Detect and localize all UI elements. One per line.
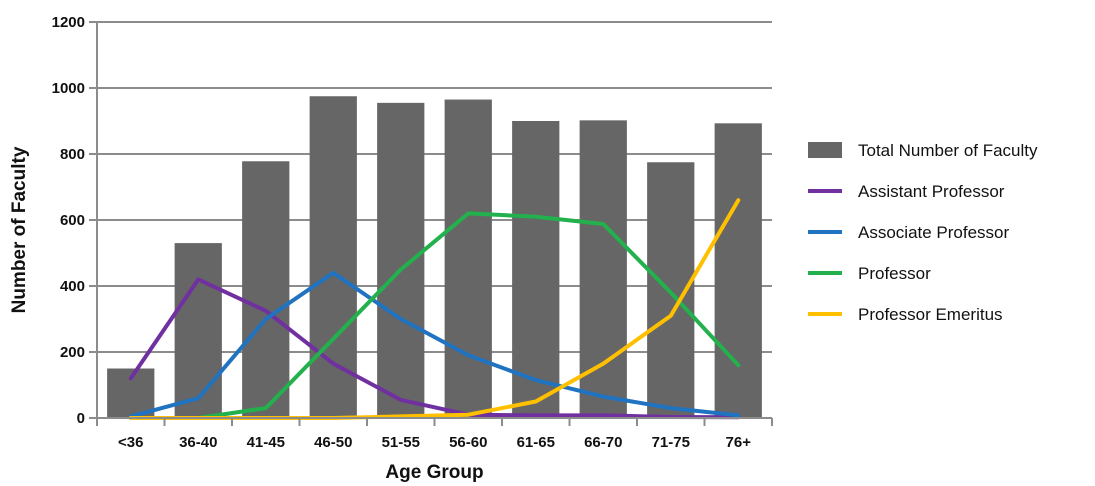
x-tick-label: 56-60 (449, 434, 487, 451)
bar (579, 120, 627, 418)
bar (444, 99, 492, 419)
y-tick-label: 800 (60, 146, 85, 163)
legend: Total Number of Faculty Assistant Profess… (808, 141, 1038, 324)
bar (242, 161, 290, 418)
y-tick-label: 200 (60, 344, 85, 361)
x-tick-label: 71-75 (652, 434, 690, 451)
y-tick-label: 400 (60, 278, 85, 295)
y-tick-label: 600 (60, 212, 85, 229)
y-axis-title: Number of Faculty (9, 146, 30, 313)
series-line (128, 270, 741, 419)
bar (714, 123, 762, 418)
x-tick-label: 66-70 (584, 434, 622, 451)
series-line (128, 277, 741, 420)
legend-label: Professor Emeritus (858, 305, 1003, 324)
y-tick-labels: 0 200 400 600 800 1000 1200 (52, 14, 85, 427)
legend-label: Assistant Professor (858, 182, 1005, 201)
bar (309, 96, 357, 418)
x-tick-label: 36-40 (179, 434, 217, 451)
x-tick-labels: <36 36-40 41-45 46-50 51-55 56-60 61-65 66-70 71… (118, 434, 751, 451)
x-tick-label: 46-50 (314, 434, 352, 451)
x-axis-title: Age Group (385, 462, 483, 483)
legend-label: Professor (858, 264, 931, 283)
legend-label: Total Number of Faculty (858, 141, 1038, 160)
axes (96, 22, 773, 426)
bars (107, 96, 762, 419)
x-tick-label: 51-55 (382, 434, 420, 451)
series-line (128, 211, 741, 420)
bar (512, 121, 560, 418)
bar (377, 102, 425, 418)
x-tick-label: <36 (118, 434, 143, 451)
legend-label: Associate Professor (858, 223, 1010, 242)
bar (174, 243, 222, 418)
y-tick-label: 0 (77, 410, 85, 427)
legend-swatch-bar (808, 142, 842, 158)
x-tick-label: 41-45 (247, 434, 285, 451)
y-tick-label: 1200 (52, 14, 85, 31)
x-tick-label: 61-65 (517, 434, 555, 451)
x-tick-label: 76+ (726, 434, 752, 451)
y-tick-label: 1000 (52, 80, 85, 97)
